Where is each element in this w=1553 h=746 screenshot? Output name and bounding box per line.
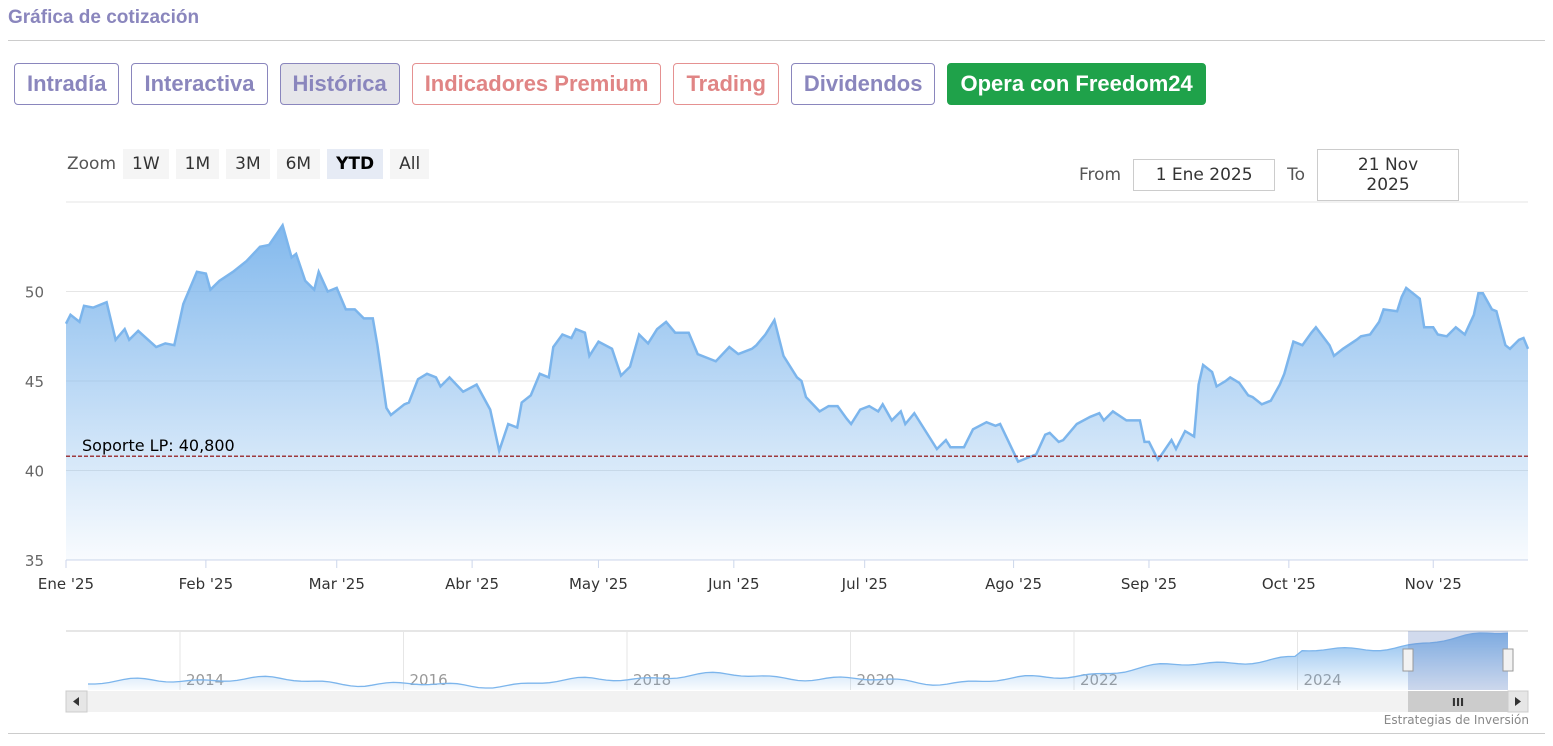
zoom-all-button[interactable]: All — [390, 149, 430, 179]
page-title: Gráfica de cotización — [8, 7, 200, 28]
to-label: To — [1287, 165, 1306, 185]
y-tick-label: 50 — [25, 284, 44, 302]
divider — [8, 40, 1545, 41]
divider — [8, 733, 1545, 734]
arrow-right-icon — [1515, 697, 1521, 706]
price-area — [66, 225, 1528, 561]
tab-dividendos[interactable]: Dividendos — [790, 63, 936, 105]
y-tick-label: 45 — [25, 373, 44, 391]
x-tick-label: Mar '25 — [309, 575, 365, 593]
from-label: From — [1079, 165, 1122, 185]
y-tick-label: 35 — [25, 552, 44, 570]
tab-intradia[interactable]: Intradía — [14, 63, 120, 105]
to-date-input[interactable]: 21 Nov 2025 — [1317, 149, 1460, 201]
tab-indicadores-premium[interactable]: Indicadores Premium — [411, 63, 662, 105]
zoom-1w-button[interactable]: 1W — [123, 149, 169, 179]
navigator-area — [88, 633, 1508, 690]
zoom-1m-button[interactable]: 1M — [175, 149, 220, 179]
zoom-ytd-button[interactable]: YTD — [327, 149, 384, 179]
x-tick-label: Oct '25 — [1262, 575, 1316, 593]
navigator-line — [88, 632, 1509, 689]
x-tick-label: May '25 — [569, 575, 628, 593]
chart-tabs: Intradía Interactiva Histórica Indicador… — [14, 63, 1206, 105]
navigator[interactable]: 201420162018202020222024III — [65, 630, 1529, 713]
x-tick-label: Jul '25 — [841, 575, 888, 593]
zoom-6m-button[interactable]: 6M — [276, 149, 321, 179]
credit-text: Estrategias de Inversión — [1383, 713, 1529, 727]
navigator-left-handle — [1402, 648, 1414, 672]
zoom-label: Zoom — [67, 154, 117, 174]
tab-trading[interactable]: Trading — [673, 63, 779, 105]
tab-interactiva[interactable]: Interactiva — [131, 63, 268, 105]
from-date-input[interactable]: 1 Ene 2025 — [1133, 159, 1276, 191]
zoom-selector: Zoom 1W 1M 3M 6M YTD All — [67, 149, 430, 179]
date-range: From 1 Ene 2025 To 21 Nov 2025 — [1079, 149, 1460, 201]
x-tick-label: Ene '25 — [38, 575, 94, 593]
scrollbar-track — [66, 691, 1528, 712]
x-tick-label: Nov '25 — [1405, 575, 1462, 593]
support-label: Soporte LP: 40,800 — [82, 436, 235, 455]
y-tick-label: 40 — [25, 463, 44, 481]
price-line — [64, 222, 1530, 464]
arrow-left-icon — [73, 697, 79, 706]
scrollbar-thumb — [1408, 691, 1508, 712]
tab-historica[interactable]: Histórica — [279, 63, 400, 105]
x-tick-label: Feb '25 — [179, 575, 234, 593]
freedom24-button[interactable]: Opera con Freedom24 — [947, 63, 1206, 105]
grip-icon: III — [1452, 696, 1464, 709]
x-tick-label: Ago '25 — [985, 575, 1042, 593]
navigator-selection — [1408, 631, 1508, 690]
navigator-right-handle — [1502, 648, 1514, 672]
x-tick-label: Abr '25 — [445, 575, 499, 593]
x-tick-label: Sep '25 — [1121, 575, 1177, 593]
x-tick-label: Jun '25 — [707, 575, 759, 593]
zoom-3m-button[interactable]: 3M — [226, 149, 270, 179]
